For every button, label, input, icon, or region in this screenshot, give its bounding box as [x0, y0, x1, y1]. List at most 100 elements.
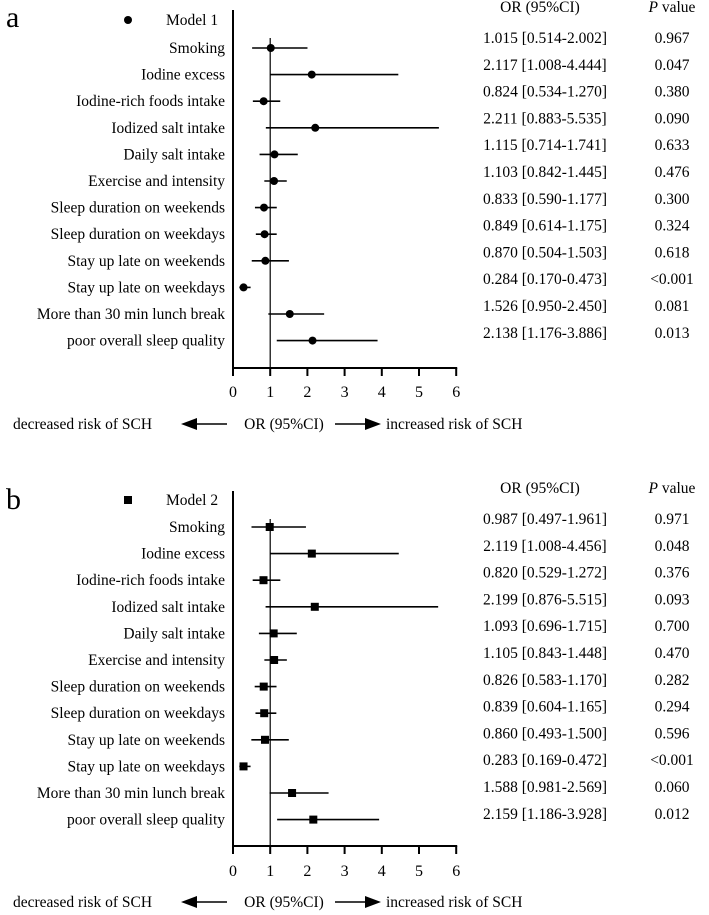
x-tick-label: 0	[229, 863, 237, 880]
right-arrow-head	[365, 896, 381, 908]
point-estimate-square	[265, 523, 274, 531]
row-label: Iodine-rich foods intake	[76, 572, 225, 589]
row-label: Sleep duration on weekends	[51, 679, 225, 696]
point-estimate-square	[259, 682, 268, 691]
point-estimate-circle	[260, 230, 269, 239]
row-label: Iodine excess	[141, 67, 225, 84]
table-ci-value: 1.115 [0.714-1.741]	[483, 137, 606, 154]
point-estimate-circle	[270, 177, 279, 185]
point-estimate-square	[260, 735, 269, 744]
x-tick-label: 1	[266, 384, 274, 401]
table-ci-value: 2.211 [0.883-5.535]	[483, 110, 606, 127]
x-tick-label: 6	[452, 384, 460, 401]
point-estimate-circle	[239, 283, 248, 292]
row-label: Daily salt intake	[123, 146, 225, 163]
point-estimate-circle	[270, 150, 279, 159]
point-estimate-circle	[311, 123, 320, 132]
table-ci-value: 1.015 [0.514-2.002]	[483, 30, 607, 47]
table-p-value: 0.090	[655, 110, 690, 127]
table-p-value: 0.047	[655, 57, 690, 74]
row-label: Sleep duration on weekdays	[51, 226, 225, 243]
row-label: Exercise and intensity	[88, 652, 225, 669]
panel-letter: b	[6, 483, 21, 516]
row-label: Sleep duration on weekdays	[51, 705, 225, 722]
table-ci-value: 0.839 [0.604-1.165]	[483, 699, 607, 716]
table-p-value: 0.476	[655, 164, 690, 181]
table-header-p: P value	[648, 480, 696, 497]
table-ci-value: 0.860 [0.493-1.500]	[483, 725, 607, 742]
table-ci-value: 0.283 [0.169-0.472]	[483, 752, 607, 769]
table-header-or: OR (95%CI)	[500, 480, 580, 497]
row-label: Stay up late on weekdays	[67, 279, 225, 296]
point-estimate-square	[288, 789, 297, 797]
row-label: Smoking	[169, 40, 225, 57]
table-p-value: 0.618	[655, 244, 690, 261]
table-ci-value: 2.117 [1.008-4.444]	[483, 57, 606, 74]
table-header-p-italic: P	[648, 0, 659, 16]
table-p-value: 0.633	[655, 137, 690, 154]
point-estimate-square	[260, 709, 269, 718]
x-tick-label: 4	[378, 384, 386, 401]
x-tick-label: 3	[341, 384, 349, 401]
left-arrow-label: decreased risk of SCH	[13, 416, 152, 433]
row-label: Daily salt intake	[123, 625, 225, 642]
point-estimate-circle	[308, 336, 317, 345]
table-p-value: 0.470	[655, 645, 690, 662]
panel-a-forest-plot: a Model 1 0 1 2 3 4 5 6 Smoking Iodine excess Iodin…	[6, 0, 696, 433]
x-tick-label: 6	[452, 863, 460, 880]
table-ci-value: 0.833 [0.590-1.177]	[483, 191, 607, 208]
point-estimate-square	[270, 656, 279, 664]
right-arrow-label: increased risk of SCH	[386, 416, 522, 433]
table-p-value: 0.048	[655, 538, 690, 555]
legend-marker-square	[124, 496, 132, 504]
table-p-value: 0.596	[655, 725, 690, 742]
point-estimate-square	[310, 602, 319, 611]
table-ci-value: 1.093 [0.696-1.715]	[483, 618, 607, 635]
table-p-value: 0.013	[655, 325, 690, 342]
row-label: Smoking	[169, 519, 225, 536]
x-tick-label: 5	[415, 384, 423, 401]
x-tick-label: 2	[303, 863, 311, 880]
row-label: More than 30 min lunch break	[37, 785, 225, 802]
table-ci-value: 2.199 [0.876-5.515]	[483, 591, 607, 608]
point-estimate-circle	[266, 44, 275, 52]
x-tick-label: 1	[266, 863, 274, 880]
table-header-p: P value	[648, 0, 696, 16]
table-header-p-rest: value	[658, 480, 696, 497]
x-tick-label: 3	[341, 863, 349, 880]
right-arrow-head	[365, 418, 381, 430]
table-p-value: 0.324	[655, 218, 690, 235]
point-estimate-square	[259, 576, 268, 585]
row-label: Stay up late on weekends	[67, 253, 225, 270]
table-p-value: 0.294	[655, 699, 690, 716]
table-p-value: 0.081	[655, 298, 690, 315]
table-p-value: 0.971	[655, 511, 690, 528]
legend-label: Model 2	[166, 492, 218, 509]
table-p-value: 0.376	[655, 565, 690, 582]
table-ci-value: 0.826 [0.583-1.170]	[483, 672, 607, 689]
left-arrow-head	[181, 418, 197, 430]
table-ci-value: 2.138 [1.176-3.886]	[483, 325, 607, 342]
table-p-value: 0.700	[655, 618, 690, 635]
x-tick-label: 2	[303, 384, 311, 401]
x-tick-label: 5	[415, 863, 423, 880]
table-ci-value: 1.105 [0.843-1.448]	[483, 645, 607, 662]
table-ci-value: 1.526 [0.950-2.450]	[483, 298, 607, 315]
row-label: Iodine excess	[141, 546, 225, 563]
right-arrow-label: increased risk of SCH	[386, 894, 522, 911]
left-arrow-label: decreased risk of SCH	[13, 894, 152, 911]
table-p-value: 0.093	[655, 591, 690, 608]
table-header-or: OR (95%CI)	[500, 0, 580, 16]
table-p-value: 0.282	[655, 672, 690, 689]
x-tick-label: 0	[229, 384, 237, 401]
legend-marker-circle	[124, 16, 132, 24]
table-ci-value: 2.159 [1.186-3.928]	[483, 806, 607, 823]
table-ci-value: 0.824 [0.534-1.270]	[483, 84, 607, 101]
table-ci-value: 0.820 [0.529-1.272]	[483, 565, 607, 582]
point-estimate-circle	[307, 70, 316, 79]
table-p-value: 0.300	[655, 191, 690, 208]
table-ci-value: 2.119 [1.008-4.456]	[483, 538, 606, 555]
point-estimate-circle	[259, 203, 268, 212]
row-label: Iodized salt intake	[111, 120, 225, 137]
